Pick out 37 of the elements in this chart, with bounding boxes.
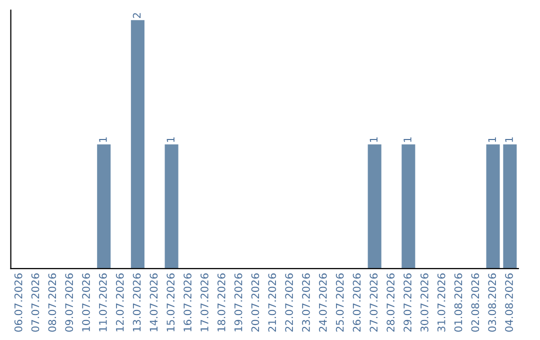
- x-tick-label: 31.07.2026: [437, 273, 446, 332]
- x-tick-label: 12.07.2026: [116, 273, 124, 332]
- x-tick-label: 17.07.2026: [200, 273, 208, 332]
- x-tick-label: 19.07.2026: [234, 273, 242, 332]
- x-tick-label: 06.07.2026: [14, 273, 22, 332]
- data-label: 1: [99, 137, 107, 142]
- x-tick-label: 01.08.2026: [454, 273, 462, 332]
- x-tick-label: 27.07.2026: [370, 273, 378, 332]
- x-tick-label: 13.07.2026: [132, 273, 141, 332]
- x-tick-label: 02.08.2026: [471, 273, 480, 332]
- x-tick-label: 29.07.2026: [404, 273, 412, 332]
- x-tick-label: 08.07.2026: [48, 273, 56, 332]
- x-tick-label: 10.07.2026: [82, 273, 90, 332]
- x-tick-label: 25.07.2026: [336, 273, 344, 332]
- x-tick-label: 09.07.2026: [65, 273, 74, 332]
- x-tick-label: 07.07.2026: [31, 273, 40, 332]
- x-tick-label: 21.07.2026: [268, 273, 276, 332]
- x-tick-label: 04.08.2026: [505, 273, 513, 332]
- data-label: 1: [370, 137, 378, 142]
- x-tick-label: 14.07.2026: [150, 273, 158, 332]
- x-tick-label: 26.07.2026: [352, 273, 361, 332]
- x-tick-label: 11.07.2026: [99, 273, 107, 332]
- x-tick-label: 03.08.2026: [488, 273, 496, 332]
- x-tick-label: 24.07.2026: [318, 273, 327, 332]
- x-tick-label: 30.07.2026: [420, 273, 428, 332]
- x-tick-label: 22.07.2026: [285, 273, 293, 332]
- data-label: 1: [166, 137, 174, 142]
- x-tick-label: 16.07.2026: [184, 273, 192, 332]
- x-tick-label: 15.07.2026: [166, 273, 175, 332]
- data-label: 2: [132, 13, 141, 18]
- x-tick-label: 23.07.2026: [302, 273, 310, 332]
- data-label: 1: [488, 137, 496, 142]
- x-tick-label: 18.07.2026: [217, 273, 226, 332]
- x-tick-label: 28.07.2026: [386, 273, 395, 332]
- data-label: 1: [505, 137, 513, 142]
- data-label: 1: [404, 137, 412, 142]
- x-tick-label: 20.07.2026: [251, 273, 260, 332]
